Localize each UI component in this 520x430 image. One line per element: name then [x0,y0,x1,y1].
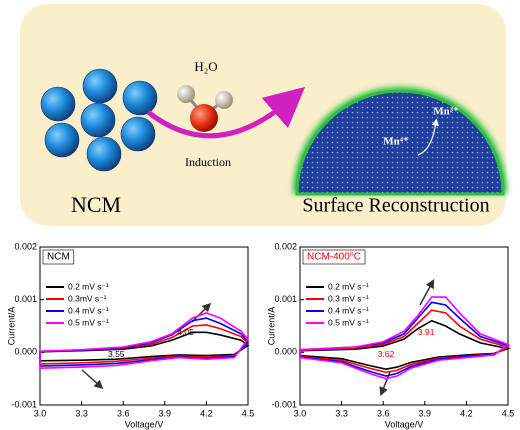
legend-label: 0.5 mV s⁻¹ [328,317,369,327]
y-tick-label: -0.001 [11,399,37,409]
legend-label: 0.4 mV s⁻¹ [68,305,109,315]
title-box [42,249,75,265]
scan-arrow [81,369,104,389]
legend-label: 0.2 mV s⁻¹ [68,281,109,291]
x-tick-label: 3.3 [335,408,348,418]
plot-frame [39,246,249,406]
x-tick-label: 3.6 [117,408,130,418]
legend-label: 0.3 mV s⁻¹ [328,293,369,303]
x-tick-label: 3.0 [294,408,307,418]
y-tick-label: 0.000 [274,347,297,357]
peak-label: 3.91 [418,327,435,337]
x-tick-label: 4.2 [200,408,213,418]
x-axis-label: Voltage/V [125,419,164,429]
legend-label: 0.5 mV s⁻¹ [68,317,109,327]
chart-title: NCM-400⁰C [307,252,361,263]
y-axis-label: Current/A [6,307,16,346]
peak-label: 4.05 [177,327,194,337]
x-tick-label: 3.9 [419,408,432,418]
reconstructed-surface [293,87,507,196]
chart-title: NCM [47,252,70,263]
x-tick-label: 3.9 [159,408,172,418]
cv-curve [39,317,250,367]
y-axis-label: Current/A [266,307,276,346]
legend-label: 0.3mV s⁻¹ [68,293,107,303]
y-tick-label: 0.002 [14,241,37,251]
y-tick-label: -0.001 [271,399,297,409]
legend-label: 0.2 mV s⁻¹ [328,281,369,291]
x-axis-label: Voltage/V [385,419,424,429]
schematic: H₂O Induction NCM Mn³⁺ Mn⁴⁺ Surface Reco… [20,4,507,226]
scan-arrow [419,279,435,306]
x-tick-label: 4.5 [242,408,255,418]
ion-label: Mn³⁺ [433,106,459,118]
peak-label: 3.62 [378,349,395,359]
x-tick-label: 3.6 [377,408,390,418]
particles [40,68,158,172]
water-molecule [177,85,233,132]
water-label: H₂O [194,59,217,74]
cv-charts: -0.001 0.000 0.001 0.002 3.0 3.3 3.6 3.9 4.2 4.5 V… [6,241,514,429]
ncm-label: NCM [71,192,121,217]
scan-arrow [191,302,212,323]
plot-frame [299,246,509,406]
cv-curve [299,296,510,380]
induction-arrow [146,86,306,139]
legend-label: 0.4 mV s⁻¹ [328,305,369,315]
ion-label: Mn⁴⁺ [383,136,409,148]
title-box [302,249,366,265]
x-tick-label: 3.0 [34,408,47,418]
x-tick-label: 3.3 [75,408,88,418]
x-tick-label: 4.5 [502,408,515,418]
reconstruction-label: Surface Reconstruction [302,195,489,217]
induction-label: Induction [185,155,231,169]
cv-curve [39,311,250,369]
y-tick-label: 0.000 [14,347,37,357]
y-tick-label: 0.001 [274,294,297,304]
y-tick-label: 0.001 [14,294,37,304]
y-tick-label: 0.002 [274,241,297,251]
peak-label: 3.55 [108,349,125,359]
x-tick-label: 4.2 [460,408,473,418]
cv-curve [39,324,250,365]
